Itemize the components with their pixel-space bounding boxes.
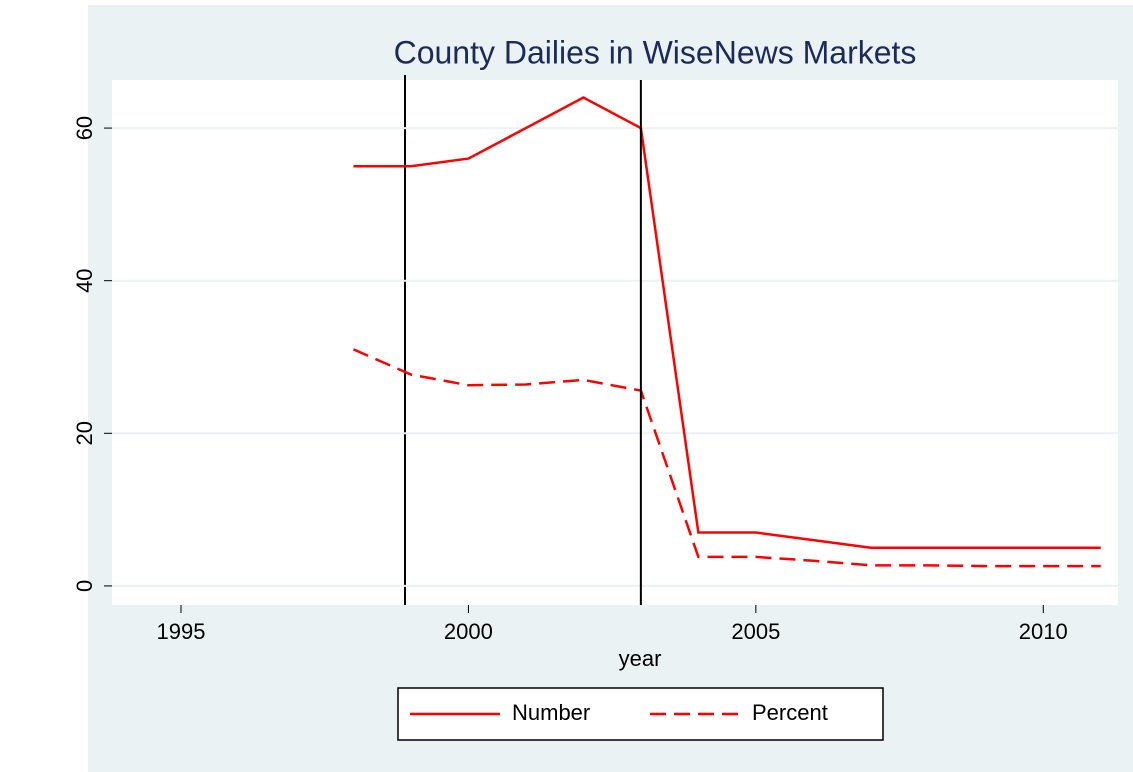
x-axis-label: year bbox=[619, 646, 662, 671]
y-tick-label: 0 bbox=[72, 580, 97, 592]
x-tick-label: 2010 bbox=[1019, 619, 1068, 644]
legend-label: Percent bbox=[752, 700, 828, 725]
x-tick-label: 2000 bbox=[444, 619, 493, 644]
series-line bbox=[353, 96, 1101, 550]
x-tick-label: 2005 bbox=[731, 619, 780, 644]
series-line bbox=[352, 348, 1101, 568]
y-tick-label: 40 bbox=[72, 268, 97, 292]
y-tick-label: 60 bbox=[72, 116, 97, 140]
legend-label: Number bbox=[512, 700, 590, 725]
y-tick-label: 20 bbox=[72, 421, 97, 445]
chart-title: County Dailies in WiseNews Markets bbox=[394, 34, 917, 70]
plot-region bbox=[112, 80, 1118, 605]
x-tick-label: 1995 bbox=[157, 619, 206, 644]
